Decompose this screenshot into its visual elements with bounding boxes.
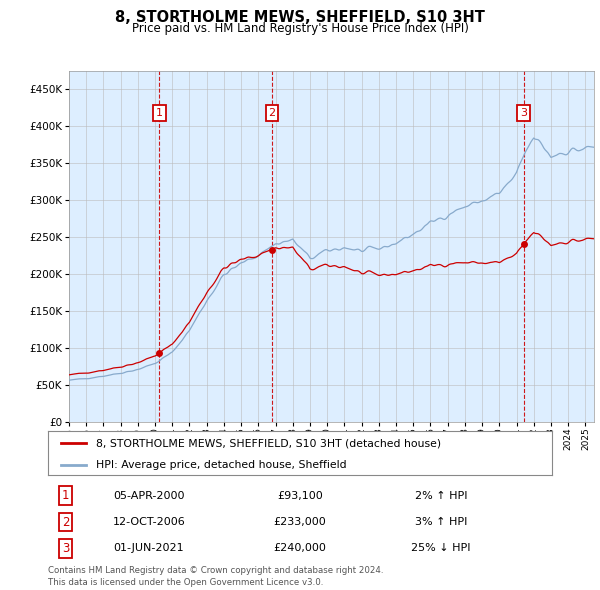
Text: 1: 1 <box>62 489 70 502</box>
Text: 2: 2 <box>268 108 275 118</box>
Text: 3% ↑ HPI: 3% ↑ HPI <box>415 517 467 527</box>
Text: 01-JUN-2021: 01-JUN-2021 <box>113 543 184 553</box>
Text: 8, STORTHOLME MEWS, SHEFFIELD, S10 3HT: 8, STORTHOLME MEWS, SHEFFIELD, S10 3HT <box>115 10 485 25</box>
Text: 12-OCT-2006: 12-OCT-2006 <box>112 517 185 527</box>
Text: 8, STORTHOLME MEWS, SHEFFIELD, S10 3HT (detached house): 8, STORTHOLME MEWS, SHEFFIELD, S10 3HT (… <box>96 438 441 448</box>
Text: 25% ↓ HPI: 25% ↓ HPI <box>412 543 471 553</box>
Text: 05-APR-2000: 05-APR-2000 <box>113 491 185 500</box>
Text: £93,100: £93,100 <box>277 491 323 500</box>
Text: 2: 2 <box>62 516 70 529</box>
Text: 1: 1 <box>156 108 163 118</box>
Text: £233,000: £233,000 <box>274 517 326 527</box>
Text: 3: 3 <box>62 542 70 555</box>
Text: £240,000: £240,000 <box>274 543 326 553</box>
Text: Contains HM Land Registry data © Crown copyright and database right 2024.
This d: Contains HM Land Registry data © Crown c… <box>48 566 383 587</box>
Text: HPI: Average price, detached house, Sheffield: HPI: Average price, detached house, Shef… <box>96 460 347 470</box>
Text: Price paid vs. HM Land Registry's House Price Index (HPI): Price paid vs. HM Land Registry's House … <box>131 22 469 35</box>
Text: 3: 3 <box>520 108 527 118</box>
Text: 2% ↑ HPI: 2% ↑ HPI <box>415 491 467 500</box>
